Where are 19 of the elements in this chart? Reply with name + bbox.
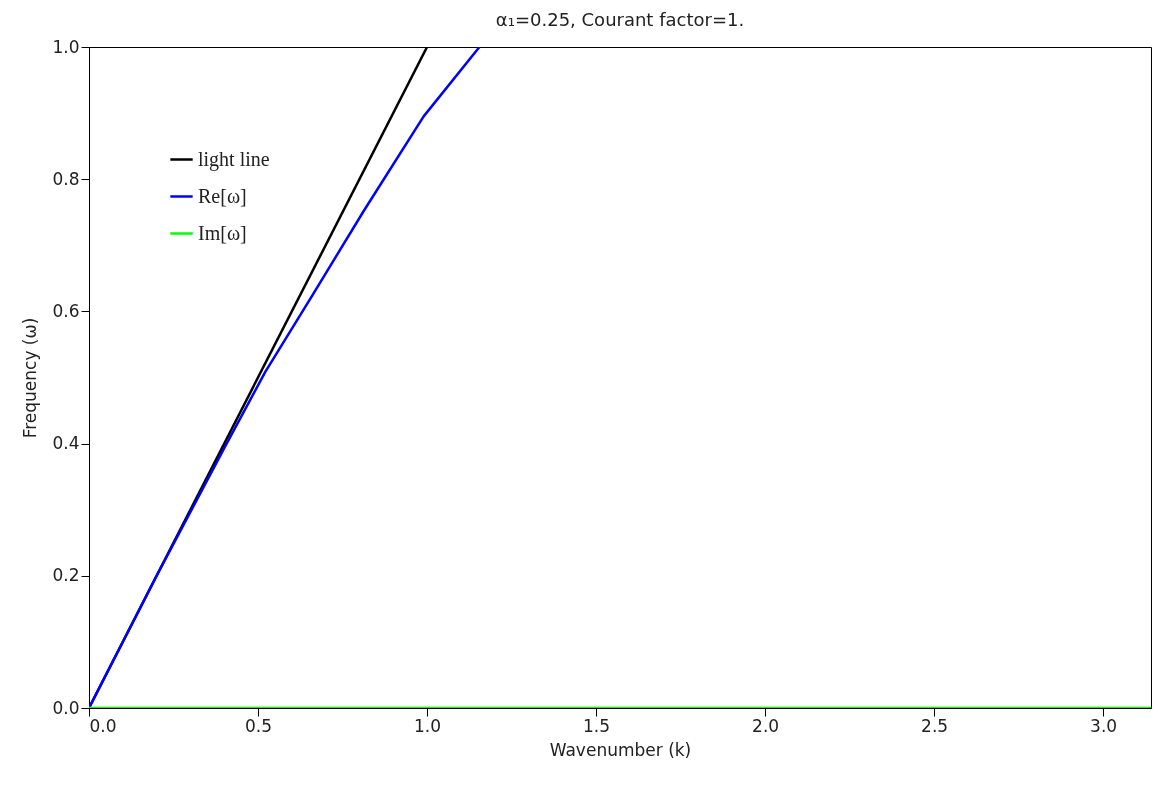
x-tick-label: 2.0	[752, 715, 780, 736]
legend-label: light line	[198, 147, 270, 171]
y-tick-label: 0.4	[52, 433, 80, 454]
y-tick-label: 0.8	[52, 168, 80, 189]
x-tick-label: 2.5	[921, 715, 949, 736]
x-tick-label: 0.5	[245, 715, 273, 736]
y-tick-label: 1.0	[52, 36, 80, 57]
x-tick-label: 3.0	[1090, 715, 1118, 736]
legend-label: Im[ω]	[198, 221, 247, 244]
y-tick-label: 0.0	[52, 697, 80, 718]
y-tick-label: 0.2	[52, 565, 80, 586]
x-tick-label: 1.5	[583, 715, 611, 736]
x-tick-label: 0.0	[89, 715, 117, 736]
x-tick-label: 1.0	[414, 715, 442, 736]
legend-label: Re[ω]	[198, 184, 247, 207]
chart-title: α₁=0.25, Courant factor=1.	[495, 9, 745, 30]
x-axis-title: Wavenumber (k)	[549, 739, 692, 760]
y-axis-title: Frequency (ω)	[20, 317, 41, 439]
y-tick-label: 0.6	[52, 300, 80, 321]
